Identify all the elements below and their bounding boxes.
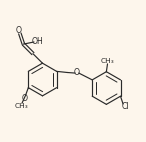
Text: Cl: Cl <box>122 102 130 111</box>
Text: OH: OH <box>32 37 44 46</box>
Text: O: O <box>74 68 80 77</box>
Text: CH₃: CH₃ <box>15 103 29 109</box>
Text: CH₃: CH₃ <box>101 58 115 64</box>
Text: O: O <box>15 26 21 35</box>
Text: O: O <box>22 94 28 103</box>
